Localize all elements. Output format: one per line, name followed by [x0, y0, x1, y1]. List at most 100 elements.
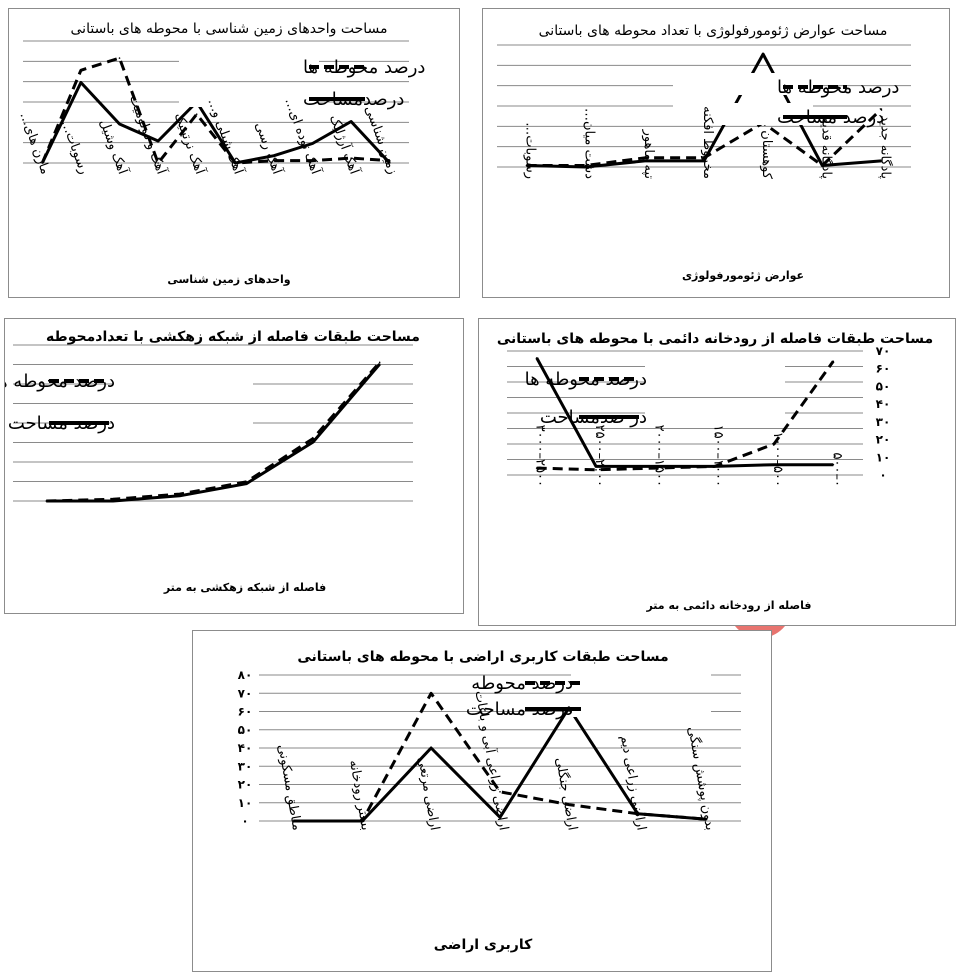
chart-landuse: مساحت طبقات کاربری اراضی با محوطه های با… [238, 649, 741, 953]
y-tick-label: ۲۰ [238, 778, 253, 792]
data-point [245, 482, 248, 485]
data-point [361, 820, 364, 822]
data-point [535, 357, 538, 359]
x-axis-label: فاصله از رودخانه دائمی به متر [645, 599, 811, 612]
chart-panel-drainage: مساحت طبقات فاصله از شبکه زهکشی با تعداد… [4, 318, 464, 614]
data-point [595, 465, 597, 468]
data-point [80, 81, 82, 84]
y-tick-label: ۵۰ [876, 379, 891, 393]
chart-river: مساحت طبقات فاصله از رودخانه دائمی با مح… [497, 331, 933, 612]
data-point [525, 164, 528, 167]
data-point [430, 692, 432, 695]
data-point [762, 53, 764, 55]
legend-label-1: درصد محوطه ها [303, 57, 425, 78]
data-point [118, 57, 121, 59]
y-tick-label: ۳۰ [876, 415, 891, 429]
data-point [157, 162, 159, 164]
legend-bg [645, 365, 785, 387]
y-tick-label: ۰ [879, 468, 886, 482]
data-point [273, 154, 275, 157]
x-tick-label: پادگانه قدیم [818, 115, 834, 179]
y-tick-label: ۶۰ [238, 705, 253, 719]
data-point [703, 160, 705, 162]
y-tick-label: ۱۰ [876, 450, 891, 464]
y-tick-label: ۰ [241, 814, 248, 828]
data-point [273, 159, 275, 162]
data-point [112, 500, 114, 502]
legend-bg [571, 669, 711, 691]
x-tick-label: اراضی زراعی دیم [617, 734, 649, 832]
x-axis-label: واحدهای زمین شناسی [167, 273, 290, 286]
data-point [880, 160, 883, 162]
data-point [636, 812, 639, 815]
legend-label-2: درصد مساحت [777, 107, 884, 128]
chart-title: مساحت طبقات فاصله از شبکه زهکشی با تعداد… [46, 329, 420, 345]
x-tick-label: رسوبات… [58, 118, 91, 176]
data-point [713, 465, 716, 468]
data-point [378, 361, 381, 364]
data-point [821, 164, 824, 167]
chart-panel-landuse: مساحت طبقات کاربری اراضی با محوطه های با… [192, 630, 772, 972]
y-tick-label: ۴۰ [238, 741, 253, 755]
x-tick-label: رسوبات… [523, 122, 538, 179]
chart-panel-river: مساحت طبقات فاصله از رودخانه دائمی با مح… [478, 318, 956, 626]
chart-drainage: مساحت طبقات فاصله از شبکه زهکشی با تعداد… [5, 329, 420, 594]
data-point [312, 437, 314, 440]
legend-bg [673, 103, 813, 125]
chart-geology: مساحت واحدهای زمین شناسی با محوطه های با… [16, 21, 425, 286]
legend-label-1: درصد محوطه ها [5, 371, 115, 392]
x-tick-label: ۲۵۰۰–۳۰۰۰ [533, 425, 548, 487]
series-line-1 [40, 56, 390, 165]
x-tick-label: دشت میان… [582, 108, 597, 179]
data-point [568, 803, 570, 806]
chart-panel-geomorphology: مساحت عوارض ژئومورفولوژی با تعداد محوطه … [482, 8, 950, 298]
data-point [234, 162, 237, 164]
legend-bg [179, 53, 319, 75]
data-point [292, 820, 295, 822]
legend-label-2: در صدمساحت [540, 407, 647, 428]
data-point [832, 360, 835, 363]
x-tick-label: پادگانه جدید [877, 115, 893, 179]
data-point [41, 162, 44, 164]
legend-label-2: درصد مساحت [466, 699, 573, 720]
data-point [157, 140, 159, 142]
data-point [80, 69, 82, 72]
x-axis-label: فاصله از شبکه زهکشی به متر [163, 581, 326, 594]
chart-geomorphology: مساحت عوارض ژئومورفولوژی با تعداد محوطه … [497, 23, 911, 282]
series-line-2 [40, 81, 391, 165]
legend-label-1: درصد محوطه [471, 673, 573, 694]
legend-label-1: درصد محوطه ها [777, 77, 899, 98]
data-point [430, 747, 432, 749]
data-point [644, 160, 646, 162]
legend-bg [645, 403, 785, 425]
data-point [535, 467, 538, 469]
data-point [499, 791, 501, 793]
x-tick-label: آهک شیلی و… [204, 96, 248, 178]
x-tick-label: بدون پوشش سنگی [684, 725, 718, 831]
data-point [312, 441, 314, 443]
series-line-2 [46, 363, 381, 503]
legend-label-2: درصدمساحت [303, 89, 404, 110]
x-tick-label: تپه ماهور [641, 129, 656, 180]
x-axis-label: عوارض ژئومورفولوژی [682, 269, 804, 282]
data-point [705, 818, 708, 820]
x-tick-label: مارن های… [16, 110, 52, 176]
x-tick-label: ۲۰۰۰–۲۵۰۰ [592, 425, 607, 487]
y-tick-label: ۱۰ [238, 796, 253, 810]
data-point [654, 465, 657, 468]
x-tick-label: مخروط افکنه [700, 106, 715, 179]
chart-panel-geology: مساحت واحدهای زمین شناسی با محوطه های با… [8, 8, 460, 298]
x-tick-label: ۵۰۰–۱۰۰۰ [770, 432, 785, 487]
data-point [499, 816, 501, 819]
x-tick-label: ۰–۵۰۰ [829, 453, 844, 487]
y-tick-label: ۷۰ [238, 686, 253, 700]
x-tick-label: اراضی جنگلی [552, 756, 581, 831]
y-tick-label: ۶۰ [876, 362, 891, 376]
data-point [880, 108, 883, 110]
chart-title: مساحت طبقات فاصله از رودخانه دائمی با مح… [497, 331, 933, 347]
y-tick-label: ۵۰ [238, 723, 253, 737]
legend-bg [673, 73, 813, 95]
legend-bg [113, 409, 253, 431]
legend-label-2: درصد مساحت [8, 413, 115, 434]
data-point [178, 495, 181, 497]
